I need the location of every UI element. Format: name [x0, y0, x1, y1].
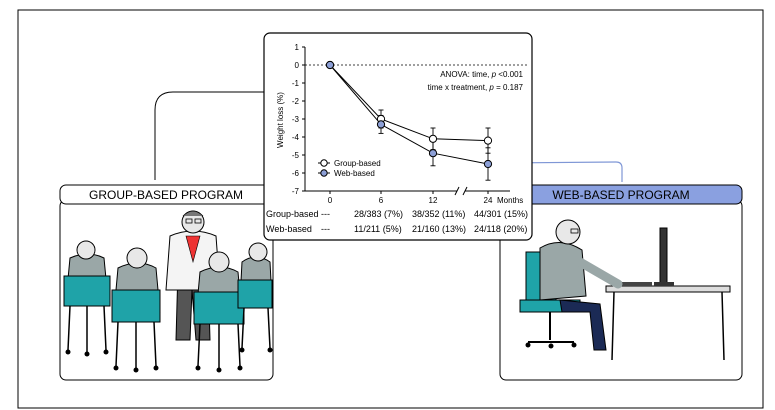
data-point-group [483, 136, 493, 145]
series-line-group [329, 64, 489, 142]
participant-4 [237, 242, 273, 353]
keyboard [622, 282, 652, 286]
data-point-web [483, 159, 493, 169]
y-axis-title: Weight loss (%) [276, 92, 285, 148]
table-cell: 44/301 (15%) [474, 209, 528, 219]
y-tick-label: -2 [292, 97, 300, 106]
table-cell: --- [321, 224, 330, 234]
axis-break-mark [454, 186, 460, 196]
group-panel: GROUP-BASED PROGRAM [59, 184, 274, 381]
participant-2 [111, 247, 161, 373]
data-point-group [428, 134, 438, 143]
table-cell: 28/383 (7%) [354, 209, 403, 219]
dropout-table: Group-based --- 28/383 (7%) 38/352 (11%)… [266, 209, 528, 234]
legend-label-group: Group-based [334, 159, 381, 168]
table-cell: 38/352 (11%) [412, 209, 465, 219]
anova-time-annotation: ANOVA: time, p <0.001 [440, 70, 523, 79]
web-panel: WEB-BASED PROGRAM [499, 184, 743, 381]
series-layer [325, 60, 493, 181]
axis-break-mark [462, 186, 468, 196]
legend-marker-group [320, 159, 328, 167]
participant-3 [193, 251, 245, 373]
group-panel-title: GROUP-BASED PROGRAM [89, 188, 243, 202]
y-tick-label: -5 [292, 151, 300, 160]
web-user-illustration [519, 219, 731, 361]
table-cell: --- [321, 209, 330, 219]
y-tick-label: -7 [292, 187, 300, 196]
participant-1 [63, 240, 111, 357]
table-row-label-web: Web-based [266, 224, 312, 234]
x-tick-label: 6 [379, 196, 384, 205]
monitor [659, 227, 668, 285]
y-ticks: 1 0 -1 -2 -3 -4 -5 -6 -7 [292, 43, 305, 196]
web-panel-title: WEB-BASED PROGRAM [552, 188, 689, 202]
table-cell: 21/160 (13%) [412, 224, 466, 234]
table-cell: 11/211 (5%) [354, 224, 402, 234]
y-tick-label: -6 [292, 169, 300, 178]
x-ticks: 0 6 12 24 [328, 191, 493, 205]
legend-marker-web [320, 169, 328, 177]
table-cell: 24/118 (20%) [474, 224, 527, 234]
chart-panel-frame [263, 32, 533, 241]
legend: Group-based Web-based [318, 159, 381, 178]
x-unit-label: Months [497, 196, 523, 205]
legend-label-web: Web-based [334, 169, 375, 178]
web-arrow [497, 158, 623, 182]
table-row-label-group: Group-based [266, 209, 319, 219]
x-tick-label: 24 [484, 196, 493, 205]
group-meeting-illustration [63, 210, 273, 373]
y-tick-label: 1 [295, 43, 300, 52]
data-point-web [376, 120, 386, 129]
series-line-web [329, 64, 489, 165]
y-tick-label: -3 [292, 115, 300, 124]
y-tick-label: -1 [292, 79, 300, 88]
data-point-web [325, 60, 335, 70]
x-tick-label: 12 [429, 196, 438, 205]
y-tick-label: 0 [295, 61, 300, 70]
data-point-web [428, 149, 438, 158]
chart-panel: Weight loss (%) 10-1-2-3-4-5-6-7 0 6 12 24 … [263, 32, 533, 241]
x-tick-label: 0 [328, 196, 333, 205]
desk [605, 285, 731, 293]
axis-break [454, 186, 468, 196]
y-tick-label: -4 [292, 133, 300, 142]
group-arrow [154, 88, 351, 180]
anova-interaction-annotation: time x treatment, p = 0.187 [428, 83, 524, 92]
